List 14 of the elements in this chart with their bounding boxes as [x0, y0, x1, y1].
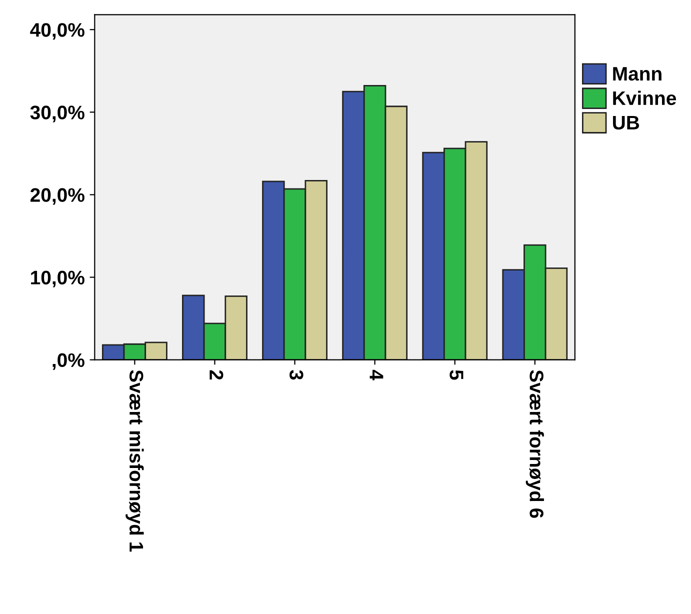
legend-label: Kvinne: [613, 90, 676, 106]
x-tick-label: 4: [370, 370, 384, 380]
legend-label: Mann: [613, 67, 662, 81]
y-tick-label: 40,0%: [30, 23, 84, 40]
y-tick-label: 10,0%: [31, 270, 84, 288]
x-tick-label: 3: [290, 370, 304, 380]
y-tick-label: ,0%: [52, 353, 84, 370]
y-tick-label: 30,0%: [30, 106, 84, 122]
legend-label: UB: [613, 116, 640, 130]
x-tick-label: 5: [450, 370, 464, 380]
x-tick-label: 2: [210, 370, 224, 380]
x-tick-label: Svært fornøyd 6: [526, 370, 544, 518]
x-tick-label: Svært misfornøyd 1: [126, 370, 144, 552]
y-tick-label: 20,0%: [30, 188, 84, 205]
